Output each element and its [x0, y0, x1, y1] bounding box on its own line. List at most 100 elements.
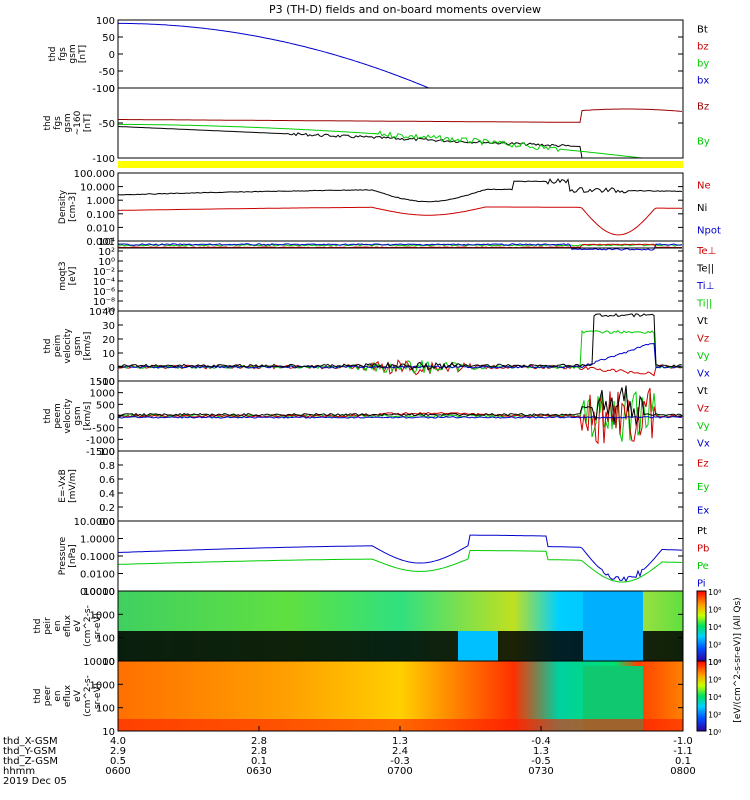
y-tick-label: 10² [98, 247, 115, 258]
ion-spec-gap [458, 631, 498, 661]
y-axis-label-line: thd [33, 689, 43, 704]
y-tick-label: 1000 [90, 680, 115, 691]
x-row-label: thd_X-GSM [3, 736, 58, 747]
y-tick-label: 10⁻¹⁰ [89, 307, 115, 318]
legend-entry: Pe [697, 561, 709, 572]
y-tick-label: -1000 [86, 435, 115, 446]
y-axis-label-line: [mV/m] [68, 469, 78, 503]
y-tick-label: 0.100 [86, 210, 115, 221]
legend-entry: bz [697, 42, 709, 53]
legend-entry: Te|| [696, 263, 714, 274]
panel-frame [117, 240, 684, 312]
y-tick-label: 40 [102, 307, 115, 318]
y-axis-label: E=-VxB[mV/m] [58, 469, 78, 503]
y-tick-label: 50 [102, 33, 115, 44]
y-axis-label-line: peir [43, 617, 53, 635]
y-axis-label: thdpeimvelocitygsm[km/s] [43, 328, 93, 364]
y-tick-label: -50 [99, 119, 115, 130]
y-axis-label-line: (cm^2-s- [83, 605, 93, 647]
y-axis-label-line: en [53, 690, 63, 701]
y-tick-label: 0 [109, 363, 115, 374]
y-tick-label: 0.001 [86, 237, 115, 248]
y-tick-label: 0.1000 [80, 552, 115, 563]
density-ne-series [118, 206, 683, 236]
legend-entry: Vy [697, 421, 710, 432]
y-tick-label: 10⁻⁶ [93, 287, 115, 298]
y-axis-label-line: gsm [73, 336, 83, 355]
panel-frame [117, 19, 684, 89]
vi-vx-series [117, 342, 683, 369]
y-tick-label: 10⁻² [93, 267, 115, 278]
x-tick-label: 2.9 [110, 746, 126, 757]
fgs-bx-series [118, 22, 682, 89]
y-axis-label-line: thd [43, 116, 53, 131]
y-axis-label-line: peim [53, 335, 63, 358]
temp-ti⊥-series [117, 243, 683, 251]
y-axis-label-line: fgs [58, 47, 68, 61]
panel-frame [117, 310, 684, 382]
fgs_dsl-by-series [118, 123, 682, 159]
y-axis-label-line: Pressure [58, 536, 68, 575]
y-tick-label: 0.0100 [80, 570, 115, 581]
y-tick-label: 0.8 [99, 461, 115, 472]
y-tick-label: 0 [109, 412, 115, 423]
legend-entry: Ex [697, 505, 709, 516]
legend-entry: By [697, 137, 710, 148]
y-axis-label: thdpeerenefluxeV(cm^2-s-sr-eV) [33, 675, 103, 717]
x-tick-label: 2.8 [251, 736, 267, 747]
legend-entry: Vy [697, 351, 710, 362]
panel-fgs: 100 50 0 -50 -100 thdfgsgsm[nT] Bt bz by bx [48, 16, 709, 95]
x-tick-label: 1.3 [392, 736, 408, 747]
ion-spec-sheet [583, 591, 643, 661]
y-axis-label-line: thd [43, 409, 53, 424]
colorbar-tick: 10⁰ [708, 728, 721, 737]
y-axis-label-line: velocity [63, 398, 73, 434]
colorbar-tick: 10⁸ [708, 588, 721, 597]
colorbar-strip [696, 660, 707, 732]
y-tick-label: 100 [96, 704, 115, 715]
ve-vt-series [117, 385, 683, 427]
y-axis-label-line: [nT] [83, 114, 93, 132]
pressure-pe-series [117, 550, 683, 583]
y-tick-label: -1500 [86, 447, 115, 458]
y-tick-label: 1500 [90, 377, 115, 388]
x-tick-label: 2.4 [392, 746, 408, 757]
colorbar-strip [696, 590, 707, 662]
x-tick-label: 0700 [387, 766, 412, 777]
y-axis-label-line: peer [43, 685, 53, 706]
panel-elec_spec: 10000 1000 100 10 thdpeerenefluxeV(cm^2-s-sr… [33, 657, 684, 738]
y-tick-label: 10000 [83, 657, 115, 668]
colorbar: 10⁸10⁶10⁴10²10⁰10⁸10⁶10⁴10²10⁰[eV/(cm^2-… [696, 588, 743, 737]
colorbar-tick: 10⁴ [708, 693, 721, 702]
y-axis-label-line: thd [33, 619, 43, 634]
legend-entry: Ey [697, 482, 709, 493]
y-axis-label: thdfgsgsm~160[nT] [43, 110, 93, 135]
y-axis-label-line: thd [43, 339, 53, 354]
ve-vz-series [117, 387, 683, 445]
colorbar-tick: 10⁶ [708, 676, 721, 685]
x-tick-label: -1.1 [673, 746, 693, 757]
panel-vi: 40 30 20 10 0 -10 thdpeimvelocitygsm[km/s] Vt Vz… [43, 307, 710, 388]
x-tick-label: 0.1 [675, 756, 691, 767]
y-tick-label: 10000 [83, 587, 115, 598]
y-axis-label-line: velocity [63, 328, 73, 364]
legend-entry: Vt [697, 386, 708, 397]
legend-entry: Ti⊥ [696, 281, 714, 292]
plot-title: P3 (TH-D) fields and on-board moments ov… [269, 3, 541, 16]
y-tick-label: 500 [96, 400, 115, 411]
y-axis-label-line: eflux [63, 614, 73, 637]
panel-frame [117, 87, 684, 159]
y-tick-label: 0.6 [99, 475, 115, 486]
panels: 100500-50-100thdfgsgsm[nT]Btbzbybx0-50-1… [33, 16, 721, 738]
y-tick-label: 10 [102, 727, 115, 738]
x-tick-label: 0730 [528, 766, 553, 777]
date-label: 2019 Dec 05 [3, 776, 67, 787]
y-tick-label: 10⁻⁴ [93, 277, 115, 288]
y-axis-label-line: gsm [73, 406, 83, 425]
y-axis-label-line: ~160 [73, 110, 83, 135]
y-axis-label-line: gsm [63, 113, 73, 132]
y-tick-label: 0 [109, 50, 115, 61]
legend-entry: Vz [697, 333, 709, 344]
